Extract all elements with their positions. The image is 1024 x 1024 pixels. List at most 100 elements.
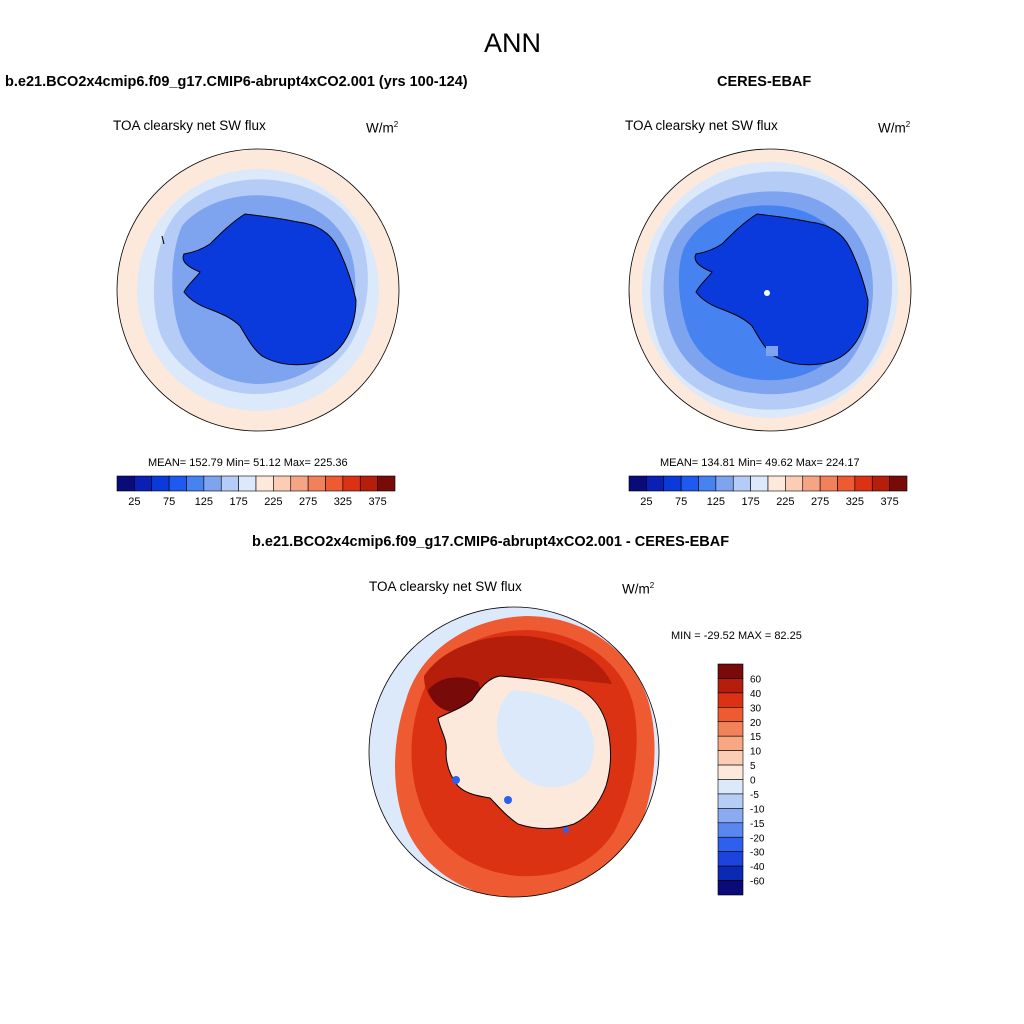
colorbar-swatch (854, 475, 873, 492)
colorbar-swatch (717, 851, 744, 867)
colorbar-swatch (203, 475, 222, 492)
units-exponent: 2 (905, 120, 911, 129)
colorbar-swatch (717, 865, 744, 881)
colorbar-tick-label: 175 (229, 496, 247, 508)
map-diff (369, 607, 659, 897)
map-test (117, 149, 399, 431)
map-border (368, 606, 660, 898)
colorbar-tick-label: 25 (640, 496, 652, 508)
colorbar-swatch (151, 475, 170, 492)
colorbar-tick-label: 225 (776, 496, 794, 508)
panel-test-case-title: b.e21.BCO2x4cmip6.f09_g17.CMIP6-abrupt4x… (5, 74, 468, 90)
colorbar-tick-label: 375 (880, 496, 898, 508)
panel-diff-units: W/m2 (622, 581, 654, 597)
colorbar-swatch (819, 475, 838, 492)
units-base: W/m (878, 120, 906, 136)
colorbar-swatch (889, 475, 908, 492)
colorbar-swatch (273, 475, 292, 492)
panel-diff-stats: MIN = -29.52 MAX = 82.25 (671, 630, 802, 642)
diff-anomaly-spot (452, 776, 460, 784)
colorbar-swatch (663, 475, 682, 492)
colorbar-tick-label: 275 (299, 496, 317, 508)
colorbar-swatch (307, 475, 326, 492)
map-obs (629, 149, 911, 431)
colorbar-swatch (717, 735, 744, 751)
colorbar-tick-label: 275 (811, 496, 829, 508)
colorbar-tick-label: 20 (750, 718, 762, 729)
colorbar-swatch (717, 707, 744, 723)
colorbar-swatch (680, 475, 699, 492)
colorbar-tick-label: 0 (750, 776, 756, 787)
colorbar-test: 25 75 125 175 225 275 325 375 (116, 475, 396, 508)
panel-test-var-label: TOA clearsky net SW flux (113, 118, 266, 133)
colorbar-swatch (134, 475, 153, 492)
colorbar-tick-label: 60 (750, 674, 762, 685)
units-base: W/m (366, 120, 394, 136)
colorbar-tick-label: -5 (750, 790, 759, 801)
panel-obs-case-title: CERES-EBAF (717, 74, 812, 90)
colorbar-swatch (717, 721, 744, 737)
colorbar-swatch (238, 475, 257, 492)
colorbar-swatch (717, 822, 744, 838)
panel-test-units: W/m2 (366, 120, 398, 136)
colorbar-swatch (717, 692, 744, 708)
panel-diff-case-title: b.e21.BCO2x4cmip6.f09_g17.CMIP6-abrupt4x… (252, 534, 730, 550)
colorbar-tick-label: 10 (750, 747, 762, 758)
colorbar-swatch (186, 475, 205, 492)
colorbar-swatch (717, 663, 744, 679)
panel-test-stats: MEAN= 152.79 Min= 51.12 Max= 225.36 (148, 457, 348, 469)
colorbar-tick-label: 375 (368, 496, 386, 508)
colorbar-tick-label: 225 (264, 496, 282, 508)
colorbar-swatch (802, 475, 821, 492)
panel-obs-units: W/m2 (878, 120, 910, 136)
colorbar-swatch (750, 475, 769, 492)
colorbar-swatch (717, 808, 744, 824)
colorbar-tick-label: -30 (750, 848, 765, 859)
colorbar-tick-label: 40 (750, 689, 762, 700)
colorbar-swatch (717, 793, 744, 809)
colorbar-swatch (116, 475, 135, 492)
colorbar-swatch (359, 475, 378, 492)
colorbar-tick-label: 325 (334, 496, 352, 508)
colorbar-swatch (168, 475, 187, 492)
colorbar-swatch (717, 880, 744, 896)
colorbar-swatch (717, 836, 744, 852)
diff-anomaly-spot (563, 827, 569, 833)
colorbar-swatch (646, 475, 665, 492)
colorbar-tick-label: 175 (741, 496, 759, 508)
colorbar-swatch (377, 475, 396, 492)
units-base: W/m (622, 581, 650, 597)
colorbar-swatch (698, 475, 717, 492)
pole-marker (764, 290, 770, 296)
colorbar-tick-label: 5 (750, 761, 756, 772)
panel-diff-var-label: TOA clearsky net SW flux (369, 579, 522, 594)
diff-anomaly-spot (504, 796, 512, 804)
colorbar-swatch (220, 475, 239, 492)
colorbar-swatch (785, 475, 804, 492)
colorbar-tick-label: -15 (750, 819, 765, 830)
map-border (116, 148, 400, 432)
colorbar-swatch (717, 750, 744, 766)
colorbar-swatch (717, 678, 744, 694)
colorbar-tick-label: -60 (750, 877, 765, 888)
colorbar-tick-label: -10 (750, 804, 765, 815)
colorbar-swatch (325, 475, 344, 492)
colorbar-tick-label: 125 (195, 496, 213, 508)
colorbar-diff: 60 40 30 20 15 10 5 0 -5 -10 -15 -20 -30 -40 -60 (717, 663, 765, 896)
diff-ice-patch (496, 690, 594, 788)
colorbar-tick-label: -20 (750, 833, 765, 844)
coast-fragment (161, 235, 165, 245)
colorbar-swatch (767, 475, 786, 492)
colorbar-tick-label: 125 (707, 496, 725, 508)
colorbar-swatch (342, 475, 361, 492)
colorbar-swatch (837, 475, 856, 492)
colorbar-swatch (255, 475, 274, 492)
colorbar-tick-label: 325 (846, 496, 864, 508)
colorbar-swatch (628, 475, 647, 492)
antarctica-test (182, 213, 357, 366)
colorbar-swatch (290, 475, 309, 492)
colorbar-tick-label: 15 (750, 732, 762, 743)
map-border (628, 148, 912, 432)
units-exponent: 2 (393, 120, 399, 129)
